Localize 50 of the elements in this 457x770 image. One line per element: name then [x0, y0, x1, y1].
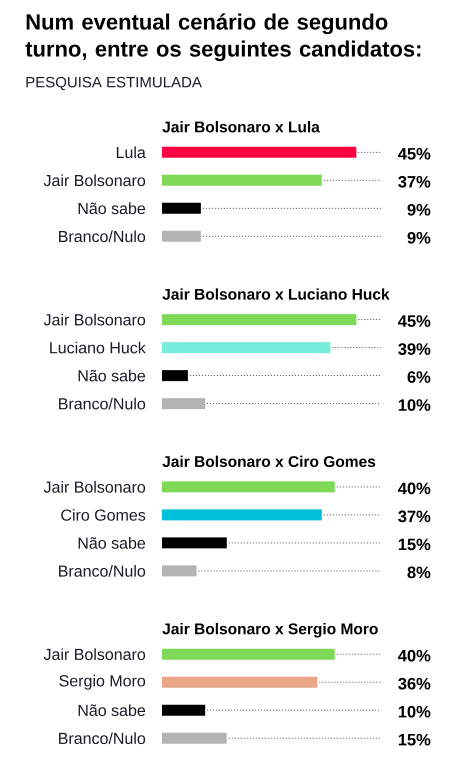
- bar: [162, 537, 227, 548]
- data-label: 45%: [398, 148, 430, 160]
- y-tick-label: Branco/Nulo: [59, 732, 146, 744]
- data-label: 9%: [408, 204, 430, 216]
- chart-title: Jair Bolsonaro x Sergio Moro: [162, 622, 378, 638]
- chart-title: Jair Bolsonaro x Luciano Huck: [162, 288, 390, 300]
- bar: [162, 648, 335, 660]
- bar: [162, 676, 318, 688]
- data-label: 6%: [408, 371, 430, 383]
- bar: [162, 342, 330, 354]
- bar: [162, 732, 227, 744]
- data-label: 37%: [398, 510, 430, 522]
- y-tick-label: Ciro Gomes: [61, 509, 146, 521]
- y-tick-label: Não sabe: [78, 202, 146, 214]
- y-tick-label: Jair Bolsonaro: [44, 314, 146, 326]
- y-tick-label: Sergio Moro: [59, 674, 146, 690]
- data-label: 36%: [398, 678, 430, 690]
- bar: [162, 398, 206, 410]
- data-label: 39%: [398, 343, 430, 355]
- y-tick-label: Não sabe: [78, 537, 146, 549]
- data-label: 40%: [398, 650, 430, 662]
- bar: [162, 314, 356, 326]
- data-label: 10%: [398, 399, 430, 411]
- y-tick-label: Jair Bolsonaro: [44, 174, 146, 186]
- bar: [162, 509, 322, 520]
- data-label: 9%: [408, 232, 430, 244]
- y-tick-label: Não sabe: [78, 704, 146, 716]
- data-label: 37%: [398, 176, 430, 188]
- y-tick-label: Lula: [116, 146, 146, 158]
- data-label: 10%: [398, 706, 430, 718]
- data-label: 40%: [398, 482, 430, 494]
- y-tick-label: Branco/Nulo: [59, 230, 146, 242]
- data-label: 15%: [398, 538, 430, 550]
- data-label: 45%: [398, 315, 430, 327]
- text: PESQUISA ESTIMULADA: [26, 76, 202, 90]
- data-label: 15%: [398, 734, 430, 746]
- y-tick-label: Jair Bolsonaro: [44, 481, 146, 493]
- y-tick-label: Branco/Nulo: [59, 398, 146, 410]
- chart-title: Jair Bolsonaro x Lula: [162, 121, 320, 132]
- y-tick-label: Jair Bolsonaro: [44, 648, 146, 660]
- data-label: 8%: [407, 566, 430, 578]
- bar: [162, 565, 197, 576]
- chart-title: Jair Bolsonaro x Ciro Gomes: [162, 456, 376, 468]
- y-tick-label: Luciano Huck: [50, 342, 146, 354]
- text: Num eventual cenário de segundo turno, entre os seguintes candidatos:: [25, 13, 420, 62]
- bar: [162, 370, 188, 382]
- bar: [162, 481, 335, 492]
- y-tick-label: Não sabe: [78, 370, 146, 382]
- bar: [162, 704, 206, 716]
- y-tick-label: Branco/Nulo: [59, 565, 146, 577]
